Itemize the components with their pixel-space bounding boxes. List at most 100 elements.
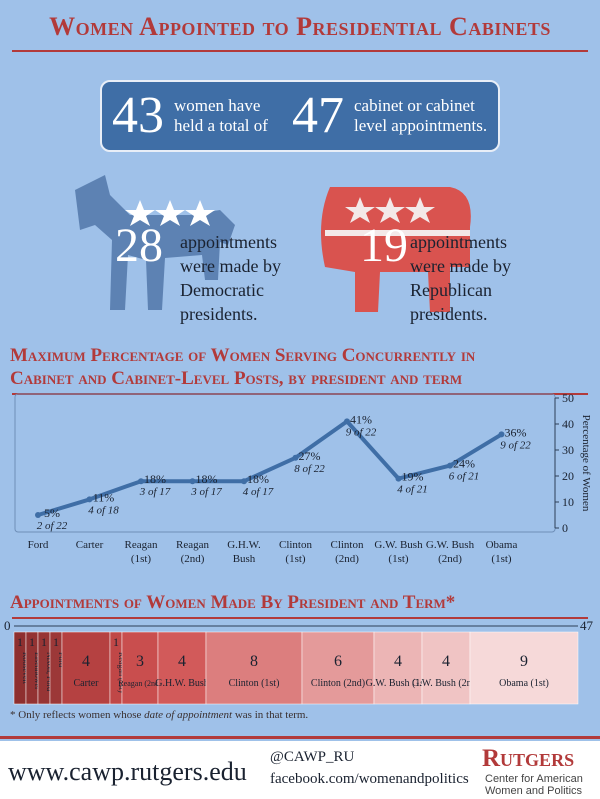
footnote: * Only reflects women whose date of appo… — [10, 709, 308, 721]
rep-line-1: appointments — [410, 230, 511, 254]
republican-text: appointments were made by Republican pre… — [410, 230, 511, 326]
women-count: 43 — [112, 90, 164, 142]
segment-value: 8 — [250, 653, 258, 670]
segment-label: G.H.W. Bush — [155, 678, 209, 689]
y-tick-label: 10 — [562, 495, 574, 509]
footer: www.cawp.rutgers.edu @CAWP_RU facebook.c… — [0, 741, 600, 799]
appointment-count: 47 — [292, 90, 344, 142]
segment-value: 1 — [41, 635, 47, 649]
value-label: 24% — [453, 457, 475, 471]
value-label: 36% — [505, 425, 527, 439]
x-tick-sublabel: (1st) — [491, 553, 512, 565]
value-label: 5% — [44, 506, 60, 520]
women-text-1: women have — [174, 96, 260, 116]
segment-value: 4 — [394, 653, 402, 670]
democratic-count: 28 — [115, 222, 163, 270]
count-label: 4 of 17 — [243, 486, 274, 498]
segment-value: 4 — [178, 653, 186, 670]
axis-min-label: 0 — [4, 618, 11, 633]
x-tick-label: Clinton — [330, 539, 364, 551]
segment-value: 1 — [29, 635, 35, 649]
value-label: 19% — [402, 470, 424, 484]
women-text-2: held a total of — [174, 116, 268, 136]
x-tick-label: Carter — [76, 539, 104, 551]
value-label: 41% — [350, 412, 372, 426]
footnote-suffix: was in that term. — [232, 709, 308, 721]
x-tick-sublabel: Bush — [233, 553, 256, 565]
footnote-prefix: * Only reflects women whose — [10, 709, 144, 721]
count-label: 2 of 22 — [37, 520, 68, 532]
bar-chart-title: Appointments of Women Made By President … — [10, 592, 455, 614]
y-tick-label: 0 — [562, 521, 568, 535]
facebook-link[interactable]: facebook.com/womenandpolitics — [270, 771, 469, 788]
x-tick-label: G.H.W. — [227, 539, 261, 551]
page-title: Women Appointed to Presidential Cabinets — [0, 12, 600, 42]
website-link[interactable]: www.cawp.rutgers.edu — [8, 757, 247, 787]
republican-count: 19 — [360, 222, 408, 270]
dem-line-4: presidents. — [180, 302, 281, 326]
line-chart: 0 10 20 30 40 50 Percentage of Women 5%2 of 22 F… — [0, 390, 600, 570]
title-rule — [12, 50, 588, 52]
x-tick-label: G.W. Bush — [374, 539, 423, 551]
count-label: 3 of 17 — [139, 486, 171, 498]
segment-label: Carter — [74, 678, 100, 689]
appt-text-2: level appointments. — [354, 116, 487, 136]
x-tick-sublabel: (1st) — [388, 553, 409, 565]
segment-value: 1 — [17, 635, 23, 649]
democratic-text: appointments were made by Democratic pre… — [180, 230, 281, 326]
count-label: 6 of 21 — [449, 471, 480, 483]
line-chart-title-2: Cabinet and Cabinet-Level Posts, by pres… — [10, 368, 462, 390]
segment-label: Clinton (2nd) — [311, 678, 365, 689]
value-label: 11% — [93, 490, 115, 504]
count-label: 4 of 18 — [88, 504, 119, 516]
count-label: 9 of 22 — [346, 426, 377, 438]
rutgers-logo: Rutgers — [482, 745, 574, 773]
segment-value: 1 — [113, 635, 119, 649]
dem-line-3: Democratic — [180, 278, 281, 302]
rep-line-3: Republican — [410, 278, 511, 302]
line-chart-title-1: Maximum Percentage of Women Serving Conc… — [10, 345, 475, 367]
count-label: 4 of 21 — [397, 484, 428, 496]
value-label: 18% — [144, 472, 166, 486]
y-tick-label: 40 — [562, 417, 574, 431]
org-line-2: Women and Politics — [485, 785, 582, 797]
value-label: 18% — [196, 472, 218, 486]
value-label: 18% — [247, 472, 269, 486]
x-tick-label: Clinton — [279, 539, 313, 551]
data-point — [35, 512, 41, 518]
count-label: 3 of 17 — [190, 486, 222, 498]
org-line-1: Center for American — [485, 773, 583, 785]
x-tick-sublabel: (2nd) — [335, 553, 359, 565]
count-label: 9 of 22 — [500, 439, 531, 451]
segment-value: 4 — [442, 653, 450, 670]
segment-value: 4 — [82, 653, 90, 670]
x-tick-label: Reagan — [176, 539, 209, 551]
summary-box: 43 women have held a total of 47 cabinet… — [100, 80, 500, 152]
x-tick-sublabel: (2nd) — [181, 553, 205, 565]
x-tick-label: Reagan — [125, 539, 158, 551]
x-tick-sublabel: (2nd) — [438, 553, 462, 565]
x-tick-label: Obama — [486, 539, 518, 551]
segment-value: 6 — [334, 653, 342, 670]
rep-line-2: were made by — [410, 254, 511, 278]
dem-line-1: appointments — [180, 230, 281, 254]
y-axis-label: Percentage of Women — [580, 415, 592, 512]
count-label: 8 of 22 — [294, 463, 325, 475]
y-tick-label: 20 — [562, 469, 574, 483]
appt-text-1: cabinet or cabinet — [354, 96, 475, 116]
rep-line-4: presidents. — [410, 302, 511, 326]
x-tick-sublabel: (1st) — [131, 553, 152, 565]
twitter-handle[interactable]: @CAWP_RU — [270, 749, 354, 766]
segment-value: 9 — [520, 653, 528, 670]
x-tick-label: Ford — [28, 539, 49, 551]
footer-rule — [0, 736, 600, 739]
axis-max-label: 47 — [580, 618, 594, 633]
segment-value: 3 — [136, 653, 144, 670]
dem-line-2: were made by — [180, 254, 281, 278]
footnote-emphasis: date of appointment — [144, 709, 232, 721]
data-point — [87, 496, 93, 502]
y-tick-label: 50 — [562, 391, 574, 405]
value-label: 27% — [299, 449, 321, 463]
segment-label: Clinton (1st) — [229, 678, 280, 689]
x-tick-sublabel: (1st) — [285, 553, 306, 565]
